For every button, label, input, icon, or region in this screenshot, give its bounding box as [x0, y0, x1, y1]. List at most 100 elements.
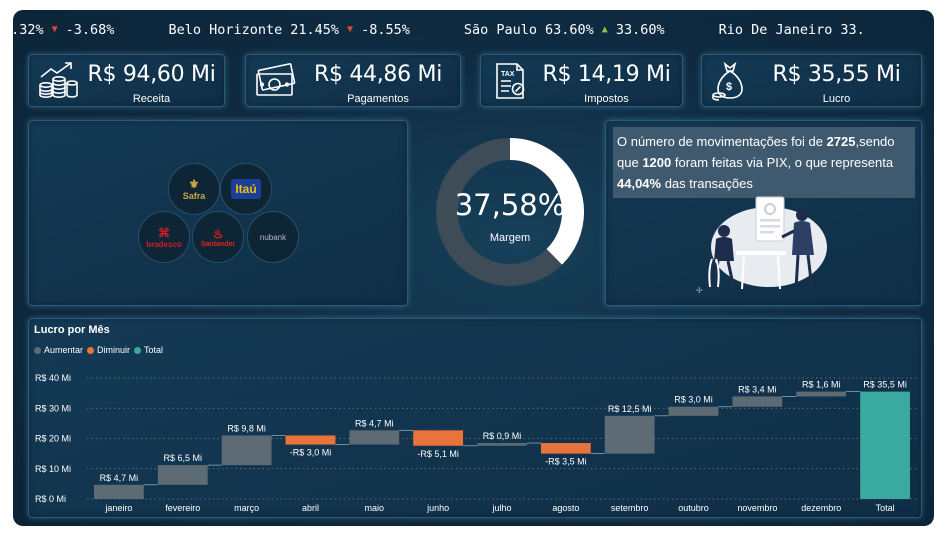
svg-text:✢: ✢: [696, 286, 703, 295]
x-tick-label: agosto: [552, 503, 579, 513]
waterfall-bar[interactable]: [477, 443, 527, 446]
bank-bradesco-logo: ⌘ bradesco: [138, 211, 190, 263]
kpi-lucro[interactable]: $ R$ 35,55 Mi Lucro: [701, 54, 922, 107]
ticker-change: -3.68%: [65, 22, 115, 38]
kpi-label: Lucro: [822, 93, 851, 105]
x-tick-label: dezembro: [801, 503, 841, 513]
info-text-part: foram feitas via PIX, o que representa: [671, 155, 894, 170]
kpi-label: Impostos: [584, 93, 629, 105]
ticker-percent: 63.60%: [545, 22, 594, 38]
data-label: R$ 6,5 Mi: [164, 453, 203, 463]
y-tick-label: R$ 40 Mi: [35, 373, 71, 383]
svg-text:$: $: [726, 81, 732, 93]
banknotes-icon: [256, 63, 296, 96]
ticker-city: São Paulo: [463, 22, 537, 38]
data-label: R$ 9,8 Mi: [227, 423, 266, 433]
waterfall-bar[interactable]: [668, 406, 719, 416]
x-tick-label: março: [234, 503, 259, 513]
kpi-value: R$ 14,19 Mi: [542, 62, 671, 87]
legend-item-increase[interactable]: Aumentar: [34, 345, 83, 355]
legend-item-total[interactable]: Total: [134, 345, 163, 355]
svg-text:TAX: TAX: [501, 71, 515, 78]
kpi-label: Pagamentos: [347, 93, 409, 105]
arrow-down-icon: ▼: [347, 24, 354, 35]
ticker-item: 5.32% ▼ -3.68%: [13, 10, 122, 50]
arrow-down-icon: ▼: [51, 24, 58, 35]
bank-name: nubank: [259, 232, 287, 242]
waterfall-bar[interactable]: [604, 415, 655, 454]
donut-chart: [436, 138, 584, 286]
info-text-part: O número de movimentações foi de: [617, 134, 827, 149]
waterfall-bar[interactable]: [796, 391, 847, 397]
data-label: -R$ 5,1 Mi: [417, 449, 459, 459]
chart-legend: Aumentar Diminuir Total: [34, 345, 167, 355]
x-tick-label: janeiro: [104, 503, 132, 513]
waterfall-bar[interactable]: [221, 435, 272, 466]
total-transactions: 2725: [826, 134, 856, 149]
data-label: R$ 4,7 Mi: [100, 473, 139, 483]
legend-dot: [87, 346, 95, 354]
legend-label: Total: [144, 345, 164, 355]
data-label: R$ 3,4 Mi: [738, 384, 777, 394]
tax-document-icon: TAX: [496, 63, 525, 99]
ticker-item: São Paulo 63.60% ▲ 33.60%: [464, 10, 673, 50]
legend-dot: [134, 346, 142, 354]
waterfall-bar[interactable]: [94, 484, 144, 499]
waterfall-bar[interactable]: [860, 391, 910, 499]
waterfall-bar[interactable]: [285, 435, 336, 445]
kpi-label: Receita: [132, 93, 171, 105]
waterfall-bar[interactable]: [413, 430, 464, 446]
x-tick-label: outubro: [678, 503, 709, 513]
banks-panel: ⚜ Safra Itaú ⌘ bradesco ♨ Santander nuba…: [28, 120, 408, 306]
margin-value: 37,58%: [454, 188, 566, 222]
kpi-receita[interactable]: R$ 94,60 Mi Receita: [28, 54, 225, 107]
dashboard: 5.32% ▼ -3.68% Belo Horizonte 21.45% ▼ -8.55% S…: [13, 10, 934, 526]
waterfall-plot: R$ 0 Mi R$ 10 Mi R$ 20 Mi R$ 30 Mi R$ 40 Mi R…: [35, 373, 917, 513]
bank-name: Santander: [200, 240, 236, 248]
ticker-item: Rio De Janeiro 33.: [719, 10, 873, 50]
bank-name: bradesco: [146, 239, 182, 249]
waterfall-bar[interactable]: [540, 443, 591, 454]
waterfall-bar[interactable]: [157, 465, 208, 485]
bank-santander-logo: ♨ Santander: [192, 211, 244, 263]
kpi-impostos[interactable]: TAX R$ 14,19 Mi Impostos: [480, 54, 683, 107]
y-tick-label: R$ 30 Mi: [35, 403, 71, 413]
arrow-up-icon: ▲: [601, 24, 608, 35]
data-label: R$ 12,5 Mi: [608, 404, 652, 414]
kpi-value: R$ 35,55 Mi: [772, 62, 901, 87]
bradesco-tree-icon: ⌘: [158, 225, 170, 240]
bank-nubank-logo: nubank: [247, 211, 299, 263]
santander-flame-icon: ♨: [212, 226, 224, 241]
profit-by-month-chart: Lucro por Mês Aumentar Diminuir Total R$…: [28, 318, 922, 518]
chart-title: Lucro por Mês: [34, 324, 110, 336]
transactions-panel: O número de movimentações foi de 2725,se…: [605, 120, 922, 306]
kpi-pagamentos[interactable]: R$ 44,86 Mi Pagamentos: [245, 54, 461, 107]
legend-item-decrease[interactable]: Diminuir: [87, 345, 130, 355]
coins-growth-icon: [39, 62, 78, 99]
margin-label: Margem: [489, 232, 531, 244]
data-label: -R$ 3,5 Mi: [545, 457, 587, 467]
legend-label: Aumentar: [44, 345, 84, 355]
x-tick-label: maio: [365, 503, 385, 513]
y-tick-label: R$ 20 Mi: [35, 434, 71, 444]
ticker-change: 33.60%: [615, 22, 665, 38]
waterfall-bar[interactable]: [732, 396, 783, 407]
x-tick-label: abril: [302, 503, 319, 513]
data-label: R$ 3,0 Mi: [674, 395, 713, 405]
x-tick-label: junho: [426, 503, 449, 513]
pix-transactions: 1200: [642, 155, 672, 170]
x-tick-label: novembro: [737, 503, 777, 513]
pix-percentage: 44,04%: [617, 176, 662, 191]
bank-name: Itaú: [231, 179, 261, 199]
x-tick-label: setembro: [611, 503, 649, 513]
transactions-summary: O número de movimentações foi de 2725,se…: [613, 127, 915, 198]
waterfall-bar[interactable]: [349, 430, 400, 445]
ticker-percent: 33.: [840, 22, 865, 38]
data-label: R$ 35,5 Mi: [863, 380, 907, 390]
ticker-change: -8.55%: [361, 22, 410, 38]
data-label: -R$ 3,0 Mi: [290, 448, 332, 458]
data-label: R$ 4,7 Mi: [355, 418, 394, 428]
safra-emblem-icon: ⚜: [188, 177, 200, 191]
ticker-percent: 21.45%: [290, 22, 340, 38]
kpi-value: R$ 44,86 Mi: [313, 62, 443, 87]
